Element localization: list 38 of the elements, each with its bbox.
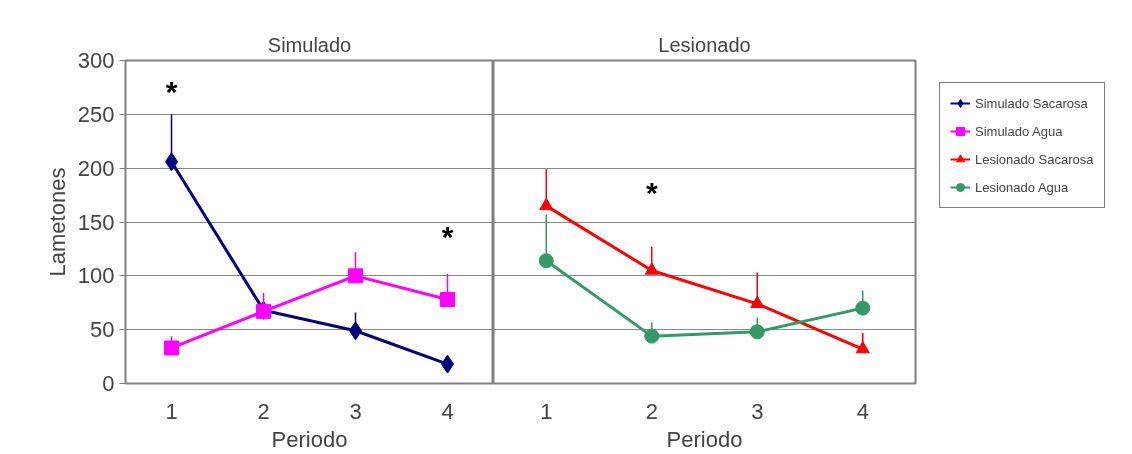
x-tick-label: 2 xyxy=(645,398,658,424)
x-tick-label: 4 xyxy=(441,398,454,424)
point xyxy=(440,292,455,308)
point xyxy=(749,324,765,340)
y-tick-label: 200 xyxy=(77,155,115,181)
annotation: * xyxy=(165,74,178,108)
y-tick-label: 300 xyxy=(77,48,115,73)
point xyxy=(855,341,870,354)
point xyxy=(348,268,363,284)
y-tick-label: 50 xyxy=(90,317,115,343)
chart-title: Lesionado xyxy=(658,33,751,56)
point xyxy=(539,197,554,211)
x-axis-title: Periodo xyxy=(271,426,348,452)
x-tick-label: 1 xyxy=(165,398,178,424)
y-axis-title: Lametones xyxy=(44,167,70,277)
x-tick-label: 3 xyxy=(349,398,362,424)
x-axis-title: Periodo xyxy=(666,426,743,452)
y-tick-label: 0 xyxy=(102,371,115,396)
x-tick-label: 1 xyxy=(540,398,553,424)
x-tick-label: 4 xyxy=(856,398,869,424)
point xyxy=(644,328,660,344)
legend-label: Lesionado Agua xyxy=(975,179,1069,195)
point xyxy=(855,300,871,316)
point xyxy=(164,340,179,356)
x-tick-label: 2 xyxy=(257,398,270,424)
legend-label: Simulado Sacarosa xyxy=(975,95,1088,111)
point xyxy=(644,262,659,275)
y-tick-label: 250 xyxy=(77,101,115,127)
x-tick-label: 3 xyxy=(751,398,764,424)
chart-title: Simulado xyxy=(267,33,352,56)
annotation: * xyxy=(441,220,454,254)
legend-label: Simulado Agua xyxy=(975,123,1063,139)
point xyxy=(538,253,554,269)
y-tick-label: 100 xyxy=(77,263,115,289)
annotation: * xyxy=(645,176,658,210)
legend-label: Lesionado Sacarosa xyxy=(975,151,1094,167)
y-tick-label: 150 xyxy=(77,209,115,235)
point xyxy=(750,295,765,309)
